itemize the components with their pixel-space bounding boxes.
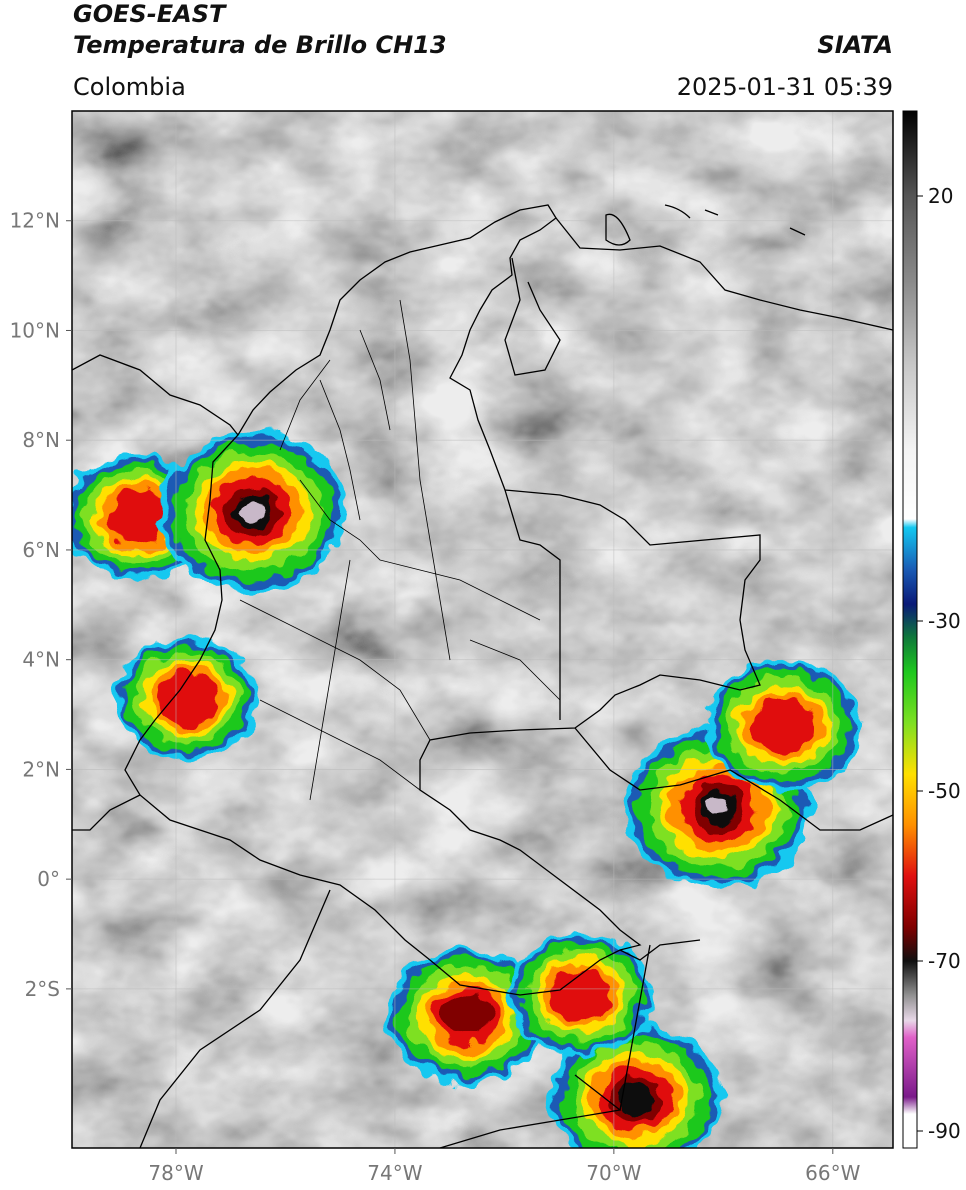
lon-tick-label: 66°W xyxy=(805,1161,860,1185)
lat-tick-label: 2°S xyxy=(25,977,60,1001)
storm-ring xyxy=(551,968,611,1021)
colorbar-tick-label: -90 xyxy=(928,1119,961,1143)
storm-cell-putumayo xyxy=(387,948,545,1085)
map-gridlines xyxy=(72,111,893,1148)
lat-tick-label: 6°N xyxy=(22,538,60,562)
lon-tick-label: 70°W xyxy=(586,1161,641,1185)
lat-tick-label: 2°N xyxy=(22,757,60,781)
storm-ring xyxy=(157,672,217,724)
product-satellite-title: GOES-EAST xyxy=(73,0,226,28)
storm-ring xyxy=(618,1083,653,1114)
peru-ecuador-border xyxy=(72,794,622,1148)
colorbar: 20 -30 -50 -70 -90 xyxy=(902,110,961,1149)
map-frame xyxy=(71,110,894,1149)
region-label: Colombia xyxy=(73,73,186,101)
venezuela-border xyxy=(555,217,893,331)
storm-cell-caqueta-east xyxy=(509,932,653,1056)
colorbar-ticks: 20 -30 -50 -70 -90 xyxy=(917,184,961,1143)
storm-cell-pacific-coast xyxy=(115,636,259,760)
storm-cell-amazonas-south xyxy=(549,1024,722,1148)
storm-ring xyxy=(706,798,730,818)
lat-tick-label: 8°N xyxy=(22,428,60,452)
colorbar-tick-label: -70 xyxy=(928,949,961,973)
storm-ring xyxy=(751,697,816,754)
colombia-outline xyxy=(124,204,761,996)
lat-tick-label: 0° xyxy=(37,867,60,891)
datetime-label: 2025-01-31 05:39 xyxy=(676,73,893,101)
storm-cells xyxy=(72,430,860,1148)
longitude-labels: 78°W 74°W 70°W 66°W xyxy=(148,1148,861,1185)
islands xyxy=(605,204,806,246)
brazil-border xyxy=(574,727,893,1111)
storm-ring xyxy=(442,995,490,1037)
lat-tick-label: 12°N xyxy=(10,209,60,233)
country-borders xyxy=(72,204,893,1148)
department-boundaries xyxy=(239,299,561,801)
product-title: Temperatura de Brillo CH13 xyxy=(73,31,447,59)
storm-ring xyxy=(106,490,169,544)
colorbar-tick-label: -50 xyxy=(928,779,961,803)
colorbar-tick-label: -30 xyxy=(928,609,961,633)
colorbar-tick-label: 20 xyxy=(928,184,953,208)
lon-tick-label: 74°W xyxy=(367,1161,422,1185)
latitude-labels: 12°N 10°N 8°N 6°N 4°N 2°N 0° 2°S xyxy=(10,209,72,1001)
storm-ring xyxy=(241,501,264,522)
storm-cell-guainia-east xyxy=(707,659,860,792)
panama-outline xyxy=(72,354,239,436)
lon-tick-label: 78°W xyxy=(148,1161,203,1185)
source-label: SIATA xyxy=(817,31,893,59)
guajira-venezuela-gulf xyxy=(504,257,561,376)
colorbar-gradient xyxy=(902,110,918,1149)
lat-tick-label: 10°N xyxy=(10,318,60,342)
storm-cell-uraba xyxy=(159,430,347,593)
map-imagery xyxy=(72,111,893,1148)
lat-tick-label: 4°N xyxy=(22,648,60,672)
